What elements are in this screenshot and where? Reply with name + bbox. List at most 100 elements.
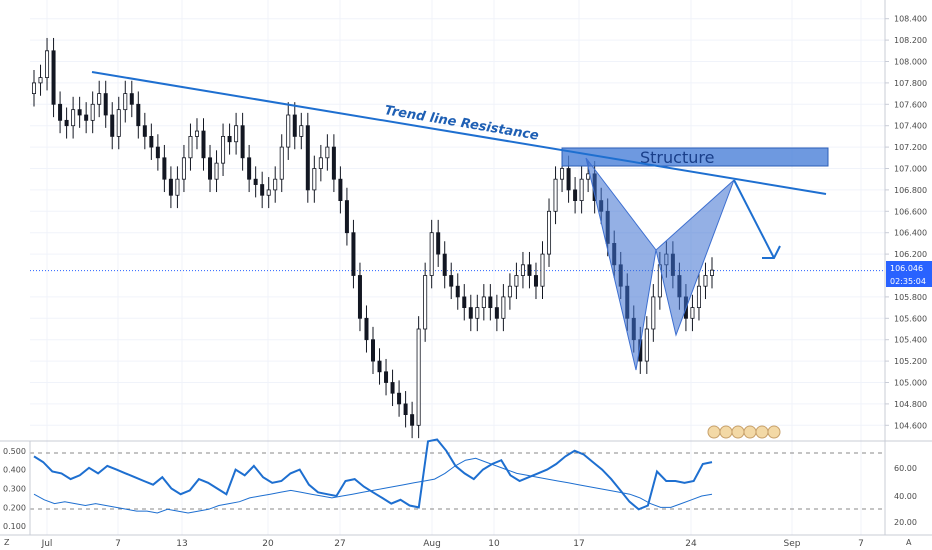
candle-body [325,146,330,159]
candle-body [110,114,115,137]
candle-body [318,157,323,169]
candle-body [403,403,408,415]
price-axis[interactable]: 108.400 108.200 108.000 107.800 107.600 107.4… [885,15,927,431]
harmonic-pattern-left [585,157,657,371]
price-tick-label: 106.800 [894,186,927,195]
candle-body [201,130,206,159]
candle-body [247,157,252,180]
candle-body [194,130,199,137]
price-tick-label: 107.200 [894,143,927,152]
candle-body [384,371,389,383]
candle-body [286,114,291,148]
candle-body [84,114,89,121]
price-tick-label: 108.400 [894,15,927,24]
candle-body [142,125,147,137]
structure-label: Structure [640,148,714,167]
price-tick-label: 105.000 [894,379,927,388]
candle-body [449,275,454,287]
candle-body [573,189,578,201]
rsi-right-tick: 60.00 [894,464,917,473]
rsi-right-tick: 20.00 [894,518,917,527]
candle-body [390,382,395,394]
price-tick-label: 105.400 [894,336,927,345]
time-tick-label: 10 [488,539,500,549]
candle-body [351,232,356,276]
candle-body [520,264,525,276]
candle-body [344,200,349,234]
candle-body [149,135,154,148]
candle-body [501,296,506,319]
candle-body [442,253,447,276]
candle-body [240,125,245,159]
candle-body [586,173,591,180]
time-tick-label: Sep [784,539,801,549]
harmonic-pattern-right [655,179,735,337]
candle-body [168,178,173,196]
candle-body [71,109,76,127]
candle-body [266,189,271,196]
candle-body [644,328,649,362]
candle-body [312,168,317,191]
candle-body [103,93,108,116]
rsi-slow-line [33,457,713,514]
price-tick-label: 106.200 [894,250,927,259]
candle-body [462,296,467,308]
projection-arrow [733,179,775,259]
price-tick-label: 105.200 [894,357,927,366]
candle-body [58,103,63,121]
price-tick-label: 105.800 [894,293,927,302]
candle-body [364,317,369,341]
economic-events[interactable] [707,425,781,439]
rsi-left-tick: 0.200 [3,503,26,512]
candle-body [468,307,473,319]
candle-body [423,275,428,330]
countdown-value: 02:35:04 [890,277,926,286]
candle-body [514,275,519,287]
candle-body [260,184,265,196]
candle-body [540,253,545,287]
price-tick-label: 108.000 [894,58,927,67]
countdown-tag [886,274,932,287]
candle-body [253,178,258,185]
time-axis[interactable]: Jul 7 13 20 27 Aug 10 17 24 Sep 7 [41,539,864,549]
price-tick-label: 106.600 [894,207,927,216]
candle-body [51,50,56,105]
current-price-value: 106.046 [890,264,923,273]
candle-body [181,157,186,180]
candle-body [305,125,310,191]
time-tick-label: 7 [115,539,121,549]
candle-body [507,285,512,298]
timezone-button[interactable]: Z [4,538,10,547]
candle-body [136,103,141,127]
time-tick-label: Jul [41,539,53,549]
candle-body [579,178,584,201]
candle-body [429,232,434,276]
candle-body [175,178,180,196]
time-tick-label: 17 [573,539,584,549]
price-tick-label: 104.800 [894,400,927,409]
candle-body [64,119,69,127]
candle-body [397,392,402,405]
candle-body [494,307,499,319]
candle-body [273,178,278,191]
candle-body [227,135,232,143]
candle-body [90,103,95,121]
candle-body [299,125,304,137]
candle-body [331,146,336,180]
candle-body [690,307,695,319]
candle-body [123,93,128,111]
candle-body [292,114,297,137]
time-tick-label: 27 [334,539,345,549]
price-tick-label: 107.000 [894,165,927,174]
rsi-line [33,438,713,511]
candle-body [553,178,558,212]
rsi-left-tick: 0.500 [3,447,26,456]
auto-scale-button[interactable]: A [906,538,912,547]
projection-arrowhead [762,245,781,259]
candle-body [475,307,480,319]
candle-body [32,82,37,95]
candle-body [129,93,134,105]
trend-line-resistance [91,71,827,195]
